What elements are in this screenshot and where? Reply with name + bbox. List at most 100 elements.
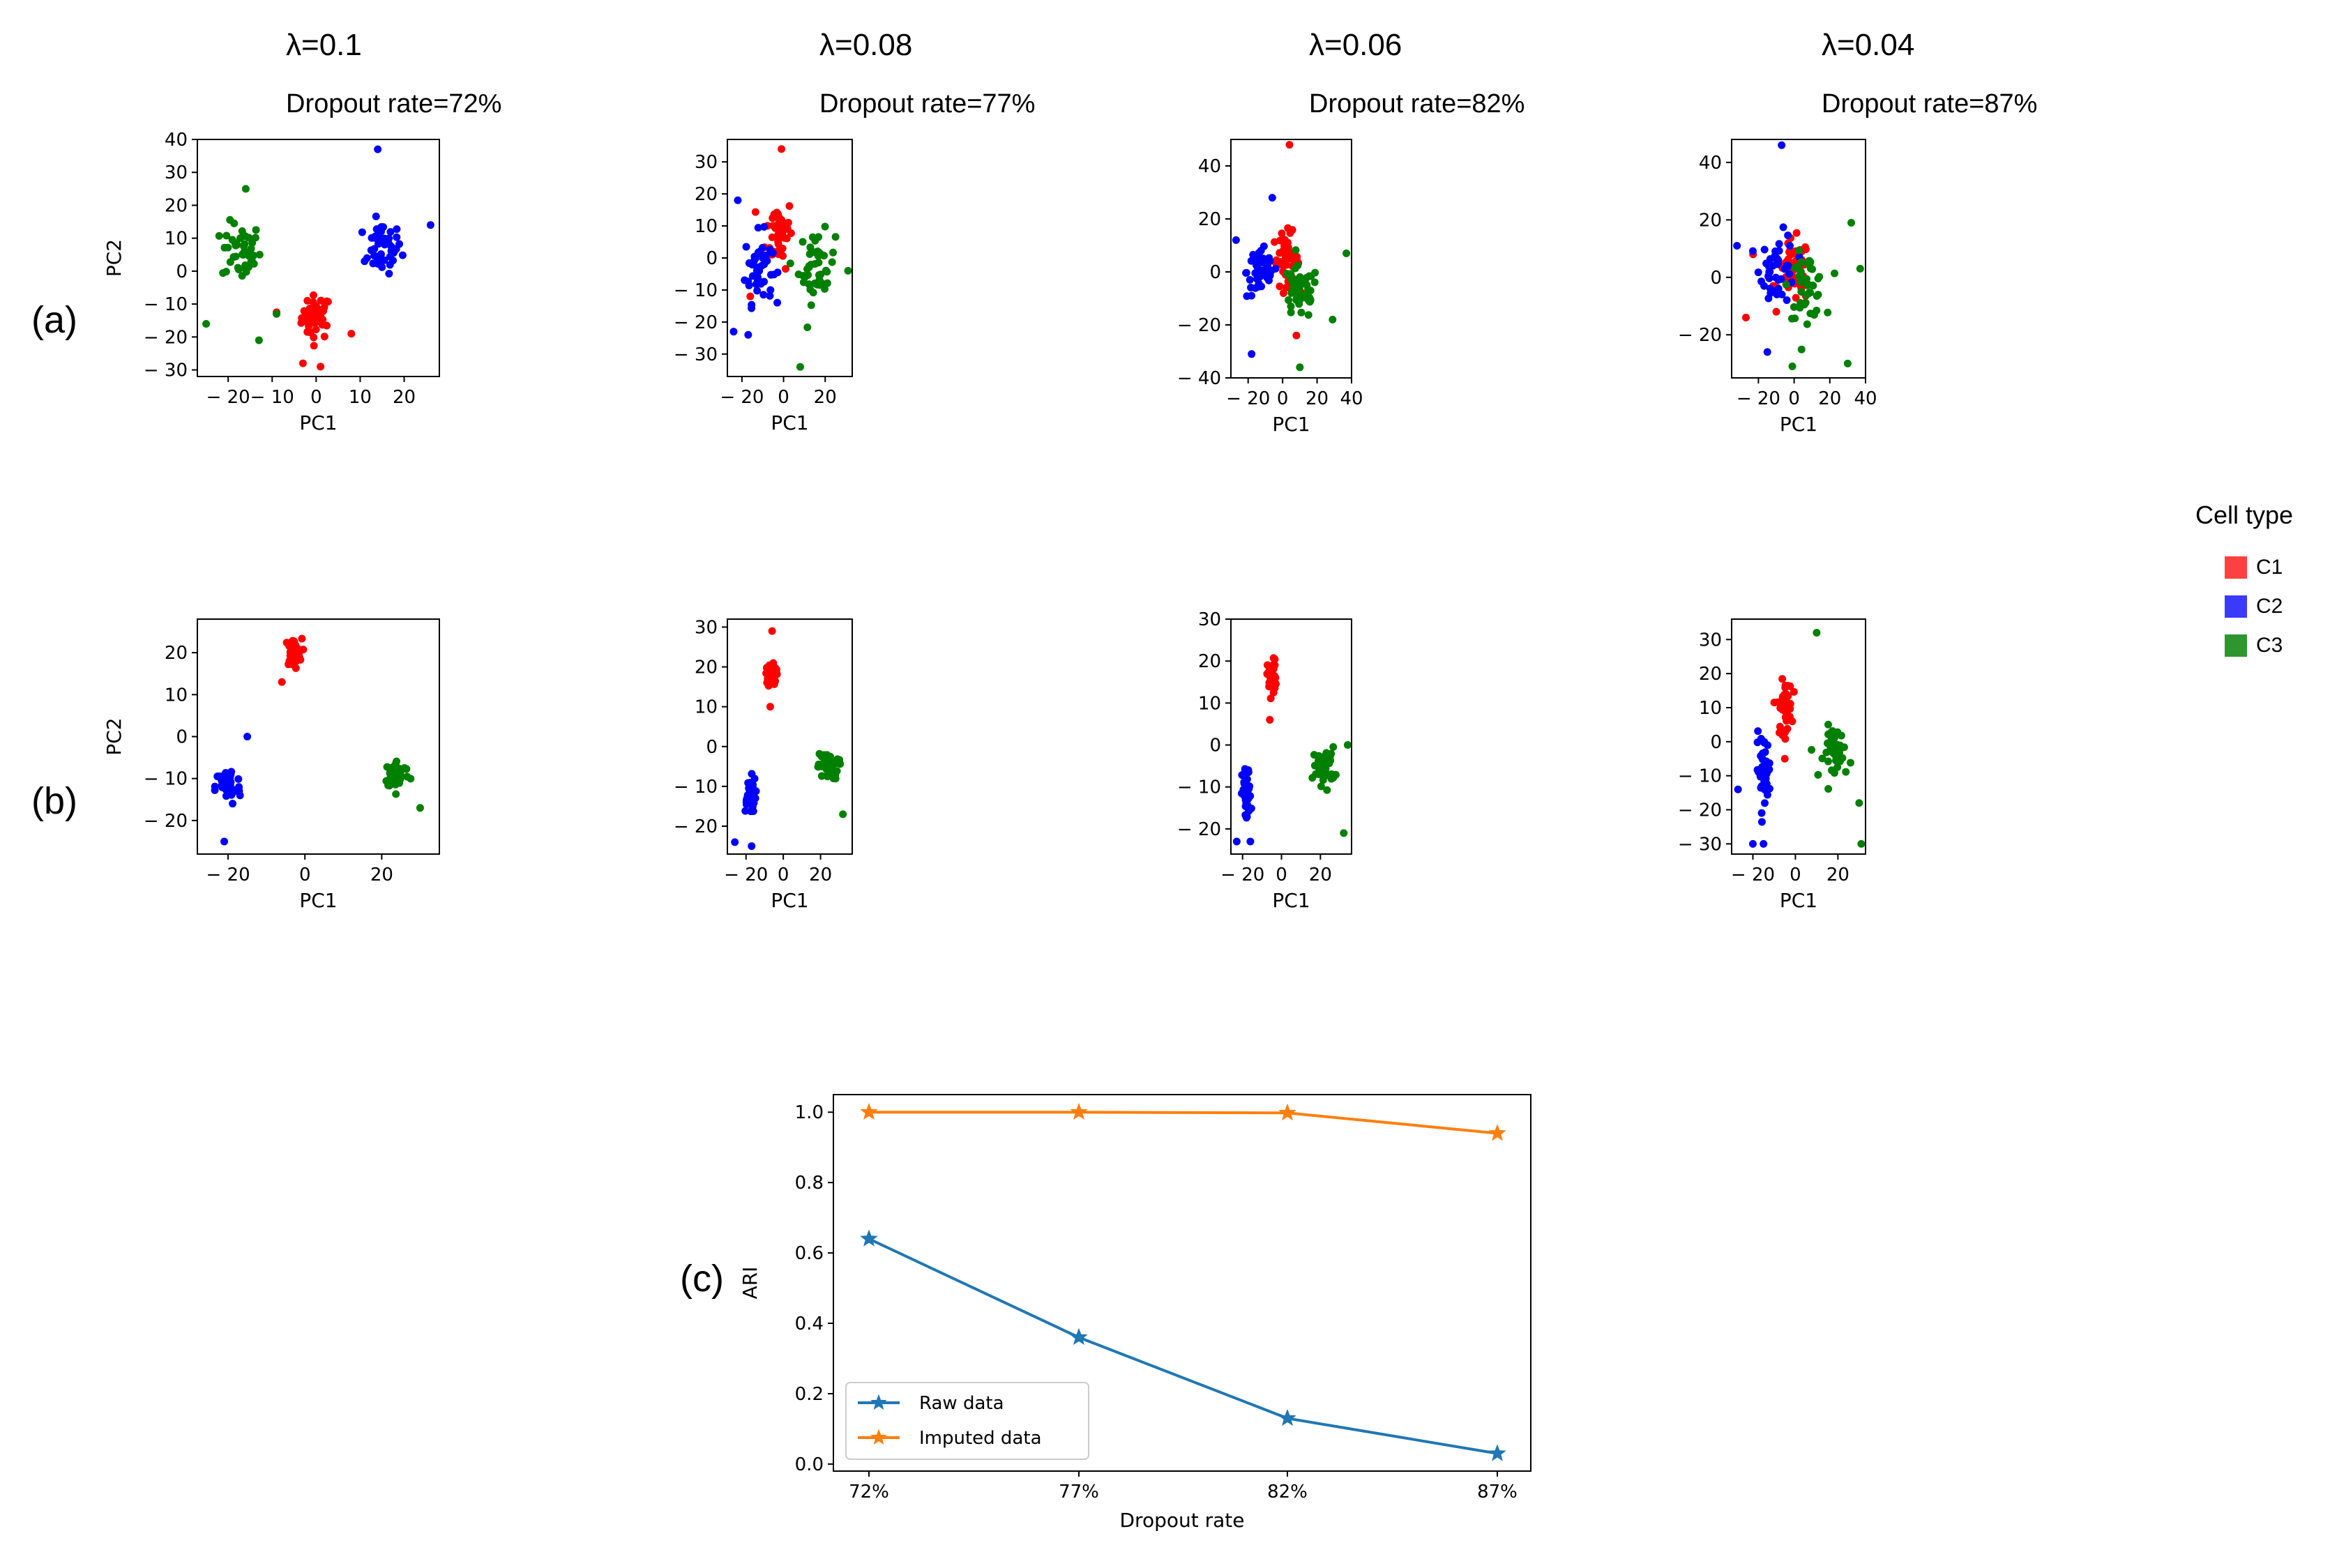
data-point-c2 <box>753 277 762 285</box>
series-line <box>869 1111 1498 1135</box>
data-point-c3 <box>392 790 400 798</box>
axes-frame <box>197 139 440 377</box>
x-tick-label: 20 <box>814 387 837 408</box>
data-point-c3 <box>1842 768 1850 776</box>
data-point-c2 <box>381 234 389 243</box>
data-point-c3 <box>1796 277 1805 286</box>
x-tick-label: 87% <box>1477 1482 1518 1502</box>
data-point-c2 <box>243 733 252 740</box>
data-point-c3 <box>252 226 260 234</box>
legend-swatch-c3 <box>2225 634 2247 657</box>
data-point-c3 <box>1326 752 1334 761</box>
data-point-c2 <box>1763 791 1771 799</box>
data-point-c1 <box>768 673 776 682</box>
data-point-c2 <box>1757 277 1766 286</box>
data-point-c3 <box>255 336 263 344</box>
data-point-c2 <box>1779 223 1787 231</box>
y-tick-label: 0.2 <box>795 1384 824 1405</box>
x-axis-label: PC1 <box>299 411 337 434</box>
x-axis-label: PC1 <box>771 411 808 434</box>
y-tick-label: 20 <box>1198 651 1221 672</box>
data-point-c3 <box>803 323 812 331</box>
y-axis-label: ARI <box>739 1267 762 1300</box>
data-point-c2 <box>766 291 774 300</box>
data-point-c2 <box>1757 809 1766 817</box>
data-point-c1 <box>1283 261 1291 269</box>
data-point-c2 <box>1780 265 1789 273</box>
x-tick-label: 82% <box>1267 1482 1308 1502</box>
star-marker <box>1488 1124 1506 1141</box>
data-point-c1 <box>1292 331 1301 340</box>
data-point-c3 <box>817 772 826 780</box>
data-point-c2 <box>398 251 407 259</box>
data-point-c2 <box>766 271 775 279</box>
data-point-c2 <box>1246 837 1255 846</box>
axes-frame <box>1230 139 1352 379</box>
lambda-label-4: λ=0.04 <box>1822 28 1915 62</box>
data-point-c3 <box>241 240 249 248</box>
data-point-c1 <box>299 314 308 323</box>
data-point-c3 <box>1310 751 1318 759</box>
data-point-c2 <box>1241 770 1249 778</box>
panel-label-a: (a) <box>31 299 77 341</box>
y-tick-label: 40 <box>1699 153 1722 174</box>
data-point-c2 <box>361 257 369 266</box>
data-point-c2 <box>760 277 769 286</box>
data-point-c3 <box>1795 246 1803 254</box>
data-point-c2 <box>1253 275 1261 283</box>
dropout-label-2: Dropout rate=77% <box>819 89 1036 119</box>
star-marker <box>1278 1103 1296 1121</box>
data-point-c3 <box>1833 763 1842 771</box>
data-point-c2 <box>1259 254 1267 263</box>
data-point-c2 <box>1771 252 1779 260</box>
data-point-c2 <box>1760 245 1769 254</box>
x-axis-label: PC1 <box>1780 413 1817 436</box>
data-point-c2 <box>1242 814 1250 822</box>
data-point-c1 <box>310 342 318 350</box>
data-point-c2 <box>1760 839 1768 848</box>
data-point-c2 <box>1242 798 1250 807</box>
data-point-c1 <box>323 321 331 330</box>
legend-swatch-c2 <box>2225 595 2247 618</box>
data-point-c3 <box>1824 757 1832 766</box>
y-tick-label: 1.0 <box>795 1102 824 1123</box>
data-point-c2 <box>1755 768 1763 777</box>
x-tick-label: 0 <box>1276 865 1287 885</box>
data-point-c3 <box>805 280 813 289</box>
y-tick-label: − 10 <box>144 769 188 790</box>
data-point-c1 <box>746 292 755 300</box>
data-point-c1 <box>303 296 312 305</box>
y-tick-label: 0 <box>706 248 718 269</box>
data-point-c2 <box>1245 807 1253 815</box>
y-tick-label: 0.6 <box>795 1243 824 1264</box>
data-point-c2 <box>734 196 742 204</box>
data-point-c3 <box>831 770 840 779</box>
data-point-c1 <box>1269 675 1277 683</box>
data-point-c2 <box>1232 236 1240 244</box>
data-point-c2 <box>1778 141 1786 149</box>
data-point-c2 <box>743 794 751 802</box>
data-point-c2 <box>358 228 366 236</box>
data-point-c1 <box>317 363 325 371</box>
data-point-c1 <box>278 678 286 686</box>
data-point-c3 <box>786 259 794 268</box>
x-axis-label: PC1 <box>299 889 337 912</box>
axes-frame <box>727 618 853 855</box>
data-point-c3 <box>1319 776 1327 784</box>
data-point-c1 <box>768 664 776 672</box>
star-marker <box>860 1229 878 1247</box>
x-tick-label: − 20 <box>724 865 768 885</box>
data-point-c2 <box>742 243 750 251</box>
y-tick-label: 0 <box>176 261 188 282</box>
data-point-c3 <box>1808 746 1816 754</box>
data-point-c2 <box>380 256 388 264</box>
data-point-c3 <box>1283 270 1291 278</box>
series-raw-data <box>860 1229 1506 1461</box>
data-point-c2 <box>1246 275 1254 284</box>
y-tick-label: 30 <box>165 162 188 183</box>
data-point-c2 <box>760 222 769 231</box>
data-point-c1 <box>1266 694 1275 703</box>
data-point-c1 <box>289 645 298 653</box>
data-point-c3 <box>395 776 404 784</box>
data-point-c2 <box>1248 350 1256 358</box>
